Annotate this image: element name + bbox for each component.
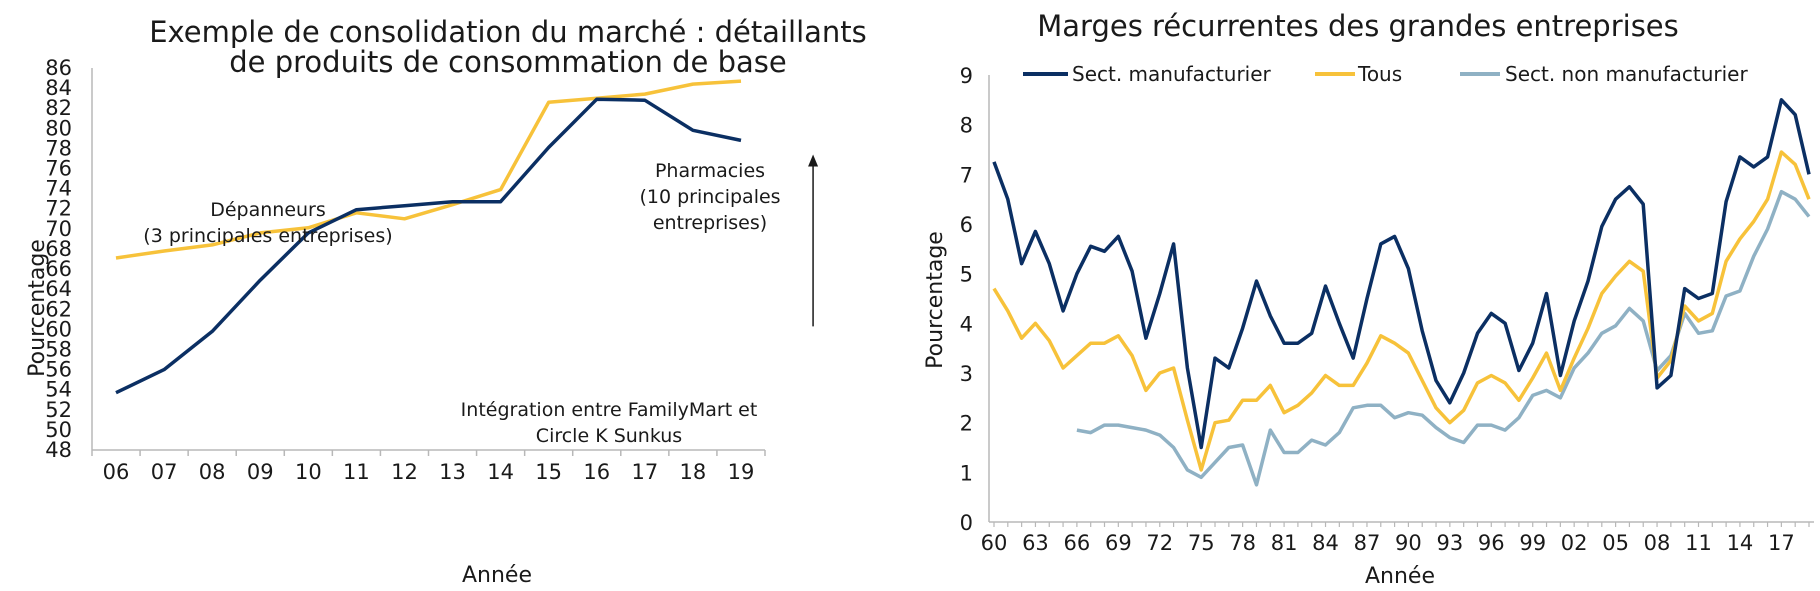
right-chart-title: Marges récurrentes des grandes entrepris…: [1037, 9, 1679, 43]
right-x-tick-label: 69: [1105, 531, 1132, 555]
left-x-tick-label: 09: [247, 460, 274, 484]
left-chart: Exemple de consolidation du marché : dét…: [25, 15, 867, 588]
annotation-integration-line-1: Intégration entre FamilyMart et: [461, 399, 758, 421]
annotation-pharmacies-line-3: entreprises): [653, 212, 767, 234]
left-y-tick-label: 84: [45, 76, 72, 100]
right-x-tick-label: 08: [1644, 531, 1671, 555]
right-x-tick-label: 14: [1727, 531, 1754, 555]
annotation-pharmacies-line-2: (10 principales: [639, 186, 780, 208]
right-x-tick-label: 90: [1395, 531, 1422, 555]
left-y-tick-label: 86: [45, 56, 72, 80]
right-y-tick-label: 5: [960, 263, 973, 287]
legend-label-tous: Tous: [1357, 62, 1402, 86]
left-y-tick-label: 54: [45, 378, 72, 402]
annotation-integration-line-2: Circle K Sunkus: [536, 425, 682, 447]
left-x-tick-label: 15: [535, 460, 562, 484]
left-y-tick-label: 52: [45, 398, 72, 422]
left-x-tick-label: 17: [631, 460, 658, 484]
left-y-tick-label: 70: [45, 217, 72, 241]
left-x-tick-label: 10: [295, 460, 322, 484]
legend: Sect. manufacturier Tous Sect. non manuf…: [1023, 62, 1748, 86]
right-chart-x-ticks: 60 63 66 69 72 75 78 81 84 87 90 93 96 99 02 05 08 11 14 17: [981, 522, 1810, 555]
left-chart-x-axis-title: Année: [462, 563, 532, 588]
left-chart-series: [115, 79, 742, 395]
right-chart-x-axis-title: Année: [1365, 564, 1435, 589]
left-y-tick-label: 80: [45, 116, 72, 140]
left-x-tick-label: 19: [728, 460, 755, 484]
right-x-tick-label: 87: [1354, 531, 1381, 555]
left-y-tick-label: 56: [45, 358, 72, 382]
right-chart-series: [992, 98, 1811, 487]
left-x-tick-label: 13: [439, 460, 466, 484]
left-chart-y-axis-title: Pourcentage: [25, 239, 50, 377]
left-y-tick-label: 66: [45, 257, 72, 281]
annotation-depanneurs-line-1: Dépanneurs: [210, 199, 326, 221]
left-series-line-depanneurs: [115, 97, 742, 395]
left-chart-title-line-2: de produits de consommation de base: [229, 45, 786, 79]
right-y-tick-label: 1: [960, 461, 973, 485]
left-chart-title-line-1: Exemple de consolidation du marché : dét…: [149, 15, 867, 49]
right-x-tick-label: 84: [1312, 531, 1339, 555]
right-x-tick-label: 72: [1146, 531, 1173, 555]
right-x-tick-label: 60: [981, 531, 1008, 555]
right-y-tick-label: 3: [960, 362, 973, 386]
annotation-pharmacies-line-1: Pharmacies: [655, 160, 765, 182]
left-y-tick-label: 50: [45, 418, 72, 442]
right-x-tick-label: 75: [1188, 531, 1215, 555]
right-series-line-manufacturier: [992, 98, 1811, 450]
left-x-tick-label: 06: [103, 460, 130, 484]
left-x-tick-label: 07: [151, 460, 178, 484]
right-x-tick-label: 93: [1436, 531, 1463, 555]
right-x-tick-label: 17: [1768, 531, 1795, 555]
right-chart: Marges récurrentes des grandes entrepris…: [923, 9, 1814, 589]
integration-arrow: [808, 154, 819, 327]
left-y-tick-label: 62: [45, 297, 72, 321]
right-series-line-non-manufacturier: [1076, 189, 1811, 487]
left-series-line-pharmacies: [115, 79, 742, 260]
left-y-tick-label: 60: [45, 317, 72, 341]
right-y-tick-label: 0: [960, 511, 973, 535]
right-series-line-tous: [992, 150, 1811, 472]
right-x-tick-label: 11: [1685, 531, 1712, 555]
right-x-tick-label: 05: [1602, 531, 1629, 555]
left-x-tick-label: 08: [199, 460, 226, 484]
left-y-tick-label: 76: [45, 157, 72, 181]
left-x-tick-label: 14: [487, 460, 514, 484]
right-chart-y-ticks: 0 1 2 3 4 5 6 7 8 9: [960, 64, 973, 535]
left-y-tick-label: 58: [45, 337, 72, 361]
right-x-tick-label: 63: [1022, 531, 1049, 555]
right-x-tick-label: 96: [1478, 531, 1505, 555]
right-x-tick-label: 78: [1229, 531, 1256, 555]
right-x-tick-label: 66: [1064, 531, 1091, 555]
left-y-tick-label: 78: [45, 136, 72, 160]
left-x-tick-label: 11: [343, 460, 370, 484]
left-y-tick-label: 82: [45, 96, 72, 120]
integration-arrow-head: [808, 154, 819, 167]
legend-label-manufacturier: Sect. manufacturier: [1072, 62, 1272, 86]
left-x-tick-label: 18: [680, 460, 707, 484]
right-chart-y-axis-title: Pourcentage: [923, 231, 948, 369]
annotation-depanneurs-line-2: (3 principales entreprises): [143, 225, 392, 247]
right-x-tick-label: 81: [1271, 531, 1298, 555]
left-y-tick-label: 68: [45, 237, 72, 261]
right-y-tick-label: 8: [960, 114, 973, 138]
left-x-tick-label: 16: [583, 460, 610, 484]
legend-label-non-manufacturier: Sect. non manufacturier: [1505, 62, 1748, 86]
left-y-tick-label: 72: [45, 197, 72, 221]
left-chart-x-ticks: 06 07 08 09 10 11 12 13 14 15 16 17 18 19: [91, 450, 766, 484]
right-y-tick-label: 9: [960, 64, 973, 88]
left-x-tick-label: 12: [391, 460, 418, 484]
right-y-tick-label: 7: [960, 163, 973, 187]
right-y-tick-label: 6: [960, 213, 973, 237]
right-x-tick-label: 02: [1561, 531, 1588, 555]
left-y-tick-label: 74: [45, 177, 72, 201]
right-x-tick-label: 99: [1519, 531, 1546, 555]
left-y-tick-label: 64: [45, 277, 72, 301]
left-y-tick-label: 48: [45, 438, 72, 462]
right-y-tick-label: 4: [960, 312, 973, 336]
right-y-tick-label: 2: [960, 412, 973, 436]
